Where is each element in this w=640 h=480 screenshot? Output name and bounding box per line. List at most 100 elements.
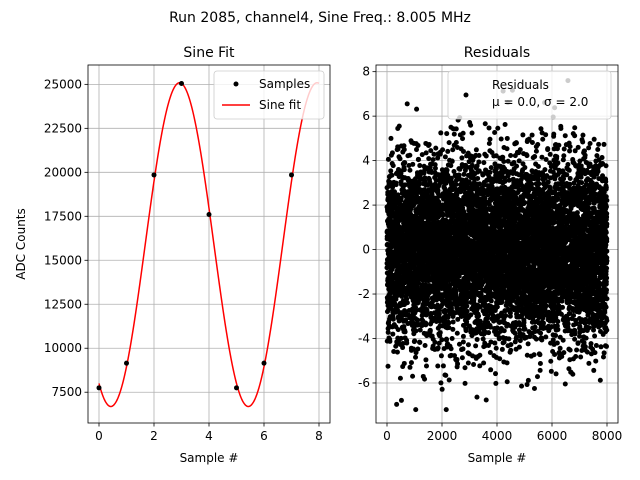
residual-point [410,161,416,167]
residual-point [423,357,429,363]
residual-point [504,360,510,366]
sample-point [96,385,102,391]
residual-point [400,341,406,347]
residual-point [423,320,429,326]
residual-point [391,349,397,354]
residual-point [385,329,391,335]
residual-point [435,363,441,369]
residual-point [407,152,413,158]
residual-point [476,313,482,319]
residual-point [401,143,407,149]
residual-point [385,363,391,369]
residual-point [410,373,416,379]
residual-point [435,345,441,351]
residual-point [422,342,428,348]
residual-point [415,156,421,162]
residual-point [417,163,423,169]
residual-point [507,310,513,316]
residual-point [504,135,510,141]
residual-point [449,158,455,164]
residual-point [401,360,407,366]
residual-point [385,156,391,162]
residual-point [455,361,461,367]
residual-point [423,150,429,156]
sine-fit-ytick-label: 15000 [44,253,82,267]
residual-point [398,335,404,341]
residual-point [454,356,460,362]
residual-point [443,372,449,378]
sine-fit-ytick-label: 20000 [44,165,82,179]
residual-point [392,189,398,195]
residual-point [453,126,459,132]
sample-point [124,360,129,366]
residual-point [451,131,457,137]
residuals-ytick-label: -2 [358,287,370,301]
residual-point [444,131,450,137]
residual-point [422,175,428,181]
residuals-xtick-label: 8000 [592,429,623,443]
residual-point [427,327,433,333]
residual-point [432,339,438,345]
residuals-xtick-label: 6000 [537,429,568,443]
residual-point [501,328,507,334]
residual-point [446,320,452,326]
sine-fit-ytick-label: 10000 [44,341,82,355]
sine-fit-xtick-label: 8 [315,429,323,443]
legend-label-samples: Samples [259,77,310,91]
residual-point [390,316,396,322]
residual-point [389,172,395,178]
residual-point [407,167,413,173]
residual-point [488,298,494,304]
residual-point [516,344,522,350]
residual-point [390,163,396,169]
residual-point [504,146,510,152]
residual-point [443,407,449,413]
residuals-ytick-label: -6 [358,376,370,390]
residuals-xtick-label: 0 [383,429,391,443]
sine-fit-legend-box [213,70,325,120]
residual-point [396,123,402,129]
residual-point [448,163,454,169]
residual-point [438,130,444,136]
residual-point [475,175,481,181]
residual-point [482,121,488,127]
sample-point [151,172,157,178]
residual-point [423,363,429,369]
residual-point [387,338,393,344]
sine-fit-plot-area [96,80,320,408]
residuals-xtick-label: 4000 [482,429,513,443]
residual-point [473,147,479,153]
residual-point [414,147,420,153]
residual-point [474,337,480,342]
residual-point [426,156,432,162]
residual-point [493,371,499,377]
residual-point [395,327,401,333]
residuals-ytick-label: 0 [362,243,370,257]
sine-fit-ytick-label: 17500 [44,209,82,223]
residual-point [506,336,512,342]
sine-fit-xtick-label: 4 [205,429,213,443]
residual-point [460,339,466,345]
residual-point [464,303,470,309]
residual-point [476,159,482,165]
residual-point [508,153,514,158]
residual-point [389,150,395,156]
residual-point [463,328,469,334]
residual-point [402,160,408,166]
residual-point [497,356,503,362]
residual-point [517,338,523,344]
residual-point [439,337,445,343]
residual-point [412,338,418,344]
residual-point [471,362,477,368]
residual-point [465,342,471,348]
residual-point [417,327,423,333]
residual-point [446,377,452,383]
sine-fit-title: Sine Fit [183,45,235,61]
residual-point [476,152,482,158]
residual-point [464,308,470,314]
residual-point [398,397,404,403]
residual-point [495,125,501,131]
residual-point [438,380,444,386]
residual-point [395,146,401,152]
sine-fit-ytick-label: 12500 [44,297,82,311]
